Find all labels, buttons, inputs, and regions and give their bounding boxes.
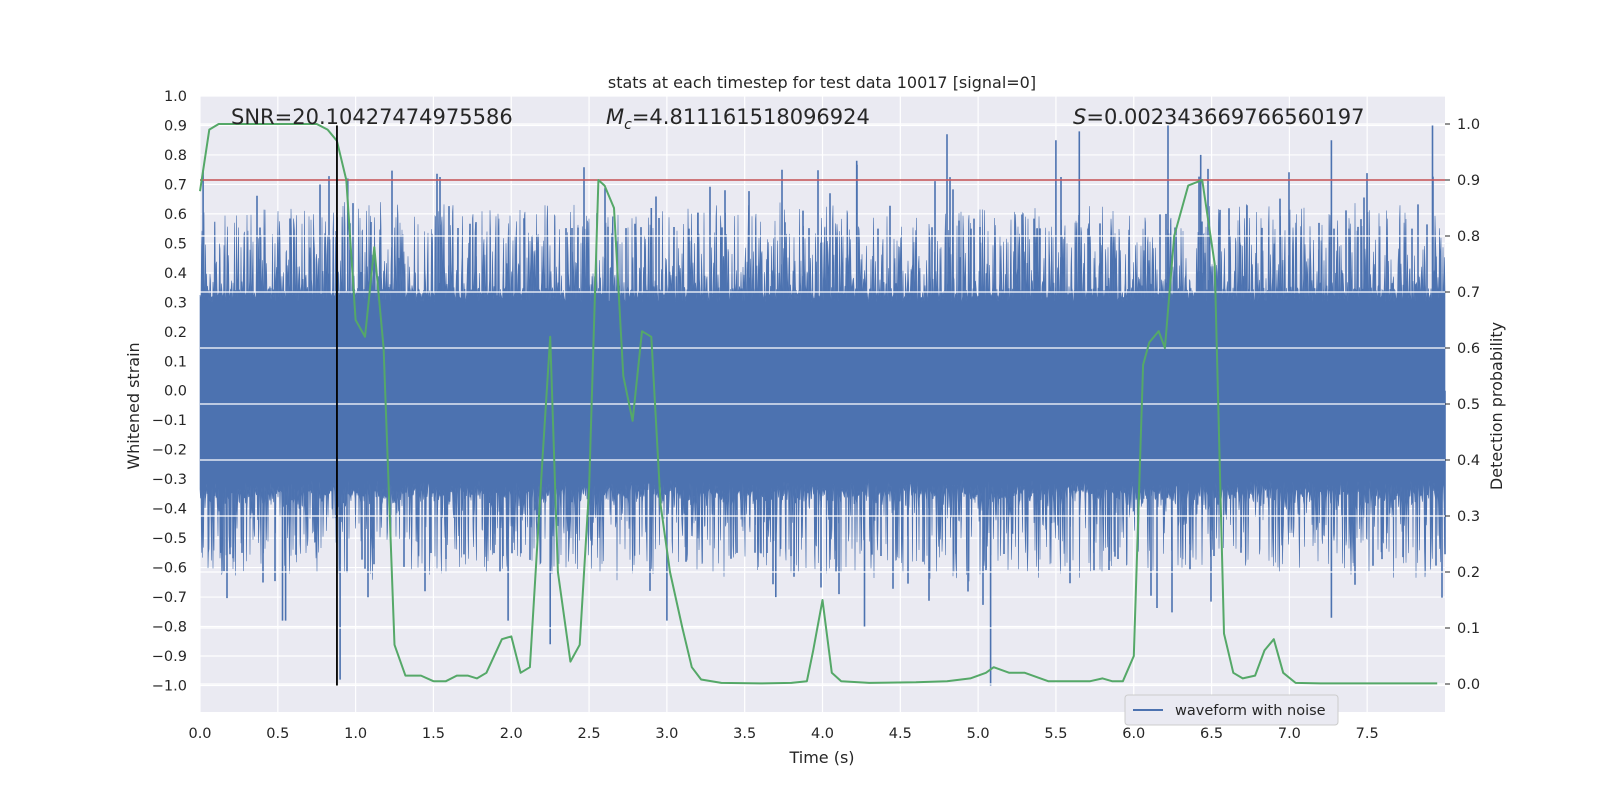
left-y-tick-label: −0.1 [152,413,187,429]
legend-label: waveform with noise [1175,703,1326,719]
x-tick-label: 0.0 [188,726,211,742]
legend-box [1124,694,1339,726]
left-y-tick-label: −0.8 [152,620,187,636]
x-tick-label: 4.5 [889,726,912,742]
right-y-tick-label: 0.0 [1457,677,1480,693]
legend: waveform with noise [1124,694,1339,726]
left-y-tick-label: 0.8 [164,148,187,164]
x-tick-labels: 0.0 0.5 1.0 1.5 2.0 2.5 3.0 3.5 4.0 4.5 5.0 5.5 6.0 6… [188,726,1378,742]
mc-value: =4.811161518096924 [632,105,870,129]
left-y-tick-label: −1.0 [152,678,187,694]
right-y-tick-label: 0.4 [1457,453,1480,469]
left-y-tick-label: 0.1 [164,354,187,370]
right-y-tick-label: 0.6 [1457,341,1480,357]
right-y-tick-label: 0.7 [1457,285,1480,301]
right-y-axis-label: Detection probability [1487,322,1506,490]
x-tick-label: 2.5 [578,726,601,742]
x-tick-label: 5.0 [967,726,990,742]
left-y-tick-label: 0.5 [164,236,187,252]
left-y-axis-label: Whitened strain [124,342,143,469]
right-y-tick-label: 0.1 [1457,621,1480,637]
left-y-tick-label: 1.0 [164,89,187,105]
left-y-tick-label: 0.3 [164,295,187,311]
x-tick-label: 5.5 [1044,726,1067,742]
x-tick-label: 3.5 [733,726,756,742]
x-tick-label: 1.0 [344,726,367,742]
left-y-tick-label: −0.4 [152,502,187,518]
x-axis-label: Time (s) [788,748,854,767]
probability-series [199,123,1438,685]
right-y-tick-label: 1.0 [1457,117,1480,133]
left-y-tick-labels: 1.0 0.9 0.8 0.7 0.6 0.5 0.4 0.3 0.2 0.1 0.0 −0.1 −0.… [152,89,187,694]
right-y-tick-label: 0.3 [1457,509,1480,525]
x-tick-label: 7.0 [1278,726,1301,742]
right-y-tick-label: 0.2 [1457,565,1480,581]
left-y-tick-label: −0.6 [152,561,187,577]
left-y-tick-label: −0.5 [152,531,187,547]
left-y-tick-label: 0.2 [164,325,187,341]
x-tick-label: 6.0 [1122,726,1145,742]
chart-title: stats at each timestep for test data 100… [608,73,1036,92]
chirp-mass-annotation: Mc=4.811161518096924 [606,105,870,133]
left-y-tick-label: 0.9 [164,118,187,134]
s-value: =0.002343669766560197 [1086,105,1364,129]
snr-annotation: SNR=20.10427474975586 [231,105,513,129]
s-annotation: S=0.002343669766560197 [1073,105,1364,129]
x-tick-label: 6.5 [1200,726,1223,742]
left-y-tick-label: 0.0 [164,384,187,400]
waveform-series [199,125,1446,686]
right-y-tick-label: 0.8 [1457,229,1480,245]
mc-subscript: c [624,117,632,133]
x-tick-label: 0.5 [266,726,289,742]
x-tick-label: 1.5 [422,726,445,742]
right-y-tick-label: 0.5 [1457,397,1480,413]
left-y-tick-label: 0.4 [164,266,187,282]
left-y-tick-label: −0.7 [152,590,187,606]
left-y-tick-label: −0.9 [152,649,187,665]
waveform-spikes [202,125,1446,686]
x-tick-label: 2.0 [500,726,523,742]
left-y-tick-label: 0.7 [164,177,187,193]
x-tick-label: 4.0 [811,726,834,742]
probability-line [199,123,1438,685]
x-tick-label: 7.5 [1356,726,1379,742]
right-y-tick-label: 0.9 [1457,173,1480,189]
left-y-tick-label: −0.3 [152,472,187,488]
mc-symbol: M [606,105,624,129]
right-y-tick-labels: 1.0 0.9 0.8 0.7 0.6 0.5 0.4 0.3 0.2 0.1 0.0 [1445,117,1480,693]
x-tick-label: 3.0 [655,726,678,742]
s-symbol: S [1073,105,1086,129]
left-y-tick-label: 0.6 [164,207,187,223]
left-y-tick-label: −0.2 [152,443,187,459]
